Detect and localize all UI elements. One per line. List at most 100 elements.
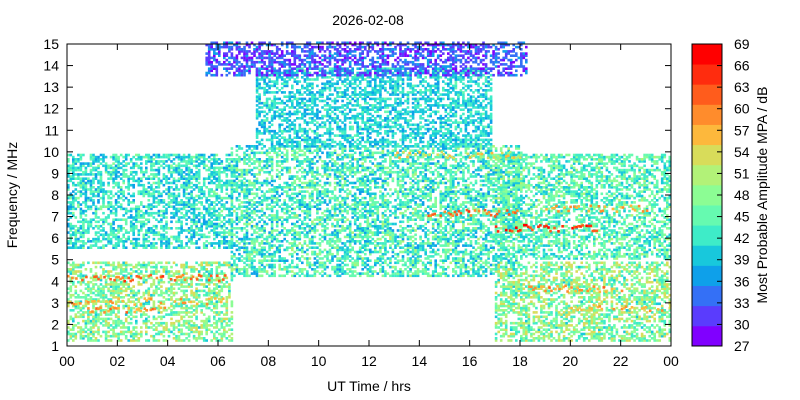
heatmap-cell <box>72 168 75 172</box>
heatmap-cell <box>260 246 264 249</box>
heatmap-cell <box>74 166 78 170</box>
heatmap-cell <box>379 190 382 193</box>
heatmap-cell <box>102 160 105 163</box>
heatmap-cell <box>343 252 347 256</box>
heatmap-cell <box>142 170 146 174</box>
heatmap-cell <box>145 233 148 237</box>
heatmap-cell <box>145 263 148 267</box>
heatmap-cell <box>361 237 364 241</box>
heatmap-cell <box>293 274 297 278</box>
heatmap-cell <box>270 235 274 239</box>
heatmap-cell <box>338 188 342 191</box>
heatmap-cell <box>77 237 80 241</box>
heatmap-cell <box>308 257 312 260</box>
heatmap-cell <box>152 231 156 234</box>
heatmap-cell <box>308 168 312 172</box>
heatmap-cell <box>321 190 324 193</box>
heatmap-cell <box>122 199 125 202</box>
heatmap-cell <box>87 222 90 226</box>
heatmap-cell <box>245 173 249 176</box>
heatmap-cell <box>160 194 163 198</box>
heatmap-cell <box>185 211 188 215</box>
heatmap-cell <box>87 237 90 241</box>
heatmap-cell <box>92 166 95 170</box>
heatmap-cell <box>197 246 201 249</box>
heatmap-cell <box>150 321 153 325</box>
heatmap-cell <box>117 162 120 165</box>
heatmap-cell <box>155 287 158 290</box>
heatmap-cell <box>99 218 103 221</box>
heatmap-cell <box>107 233 110 237</box>
heatmap-cell <box>202 166 206 170</box>
heatmap-cell <box>326 194 329 198</box>
heatmap-cell <box>119 188 123 191</box>
heatmap-cell <box>255 240 259 243</box>
heatmap-cell <box>87 246 90 249</box>
heatmap-cell <box>218 293 221 297</box>
heatmap-cell <box>137 289 141 293</box>
heatmap-cell <box>165 246 168 249</box>
heatmap-cell <box>258 188 261 191</box>
heatmap-cell <box>228 263 231 267</box>
heatmap-cell <box>353 233 357 237</box>
heatmap-cell <box>311 175 314 178</box>
heatmap-cell <box>328 196 332 200</box>
heatmap-cell <box>321 160 324 163</box>
heatmap-cell <box>275 211 279 215</box>
heatmap-cell <box>94 278 98 282</box>
heatmap-cell <box>140 214 143 217</box>
heatmap-cell <box>273 145 276 148</box>
heatmap-cell <box>311 194 314 198</box>
heatmap-cell <box>124 155 128 159</box>
heatmap-cell <box>238 218 241 221</box>
heatmap-cell <box>313 229 317 232</box>
heatmap-cell <box>160 192 163 196</box>
heatmap-cell <box>200 324 203 327</box>
heatmap-cell <box>374 240 377 243</box>
heatmap-cell <box>205 319 208 323</box>
heatmap-cell <box>135 291 138 295</box>
heatmap-cell <box>202 242 206 245</box>
heatmap-cell <box>361 179 364 183</box>
heatmap-cell <box>374 259 377 262</box>
heatmap-cell <box>87 227 90 230</box>
heatmap-cell <box>172 237 176 241</box>
heatmap-cell <box>255 188 259 191</box>
heatmap-cell <box>185 337 188 340</box>
heatmap-cell <box>323 170 327 174</box>
heatmap-cell <box>369 265 372 269</box>
heatmap-cell <box>119 339 123 342</box>
heatmap-cell <box>72 190 75 193</box>
heatmap-cell <box>119 166 123 170</box>
heatmap-cell <box>233 168 236 172</box>
heatmap-cell <box>99 287 103 290</box>
heatmap-cell <box>323 233 327 237</box>
heatmap-cell <box>135 214 138 217</box>
heatmap-cell <box>82 263 85 267</box>
heatmap-cell <box>348 237 352 241</box>
heatmap-cell <box>79 283 83 286</box>
heatmap-cell <box>285 205 289 208</box>
heatmap-cell <box>230 255 234 258</box>
heatmap-cell <box>348 166 352 170</box>
heatmap-cell <box>225 261 229 265</box>
heatmap-cell <box>384 222 387 226</box>
heatmap-cell <box>145 153 148 157</box>
heatmap-cell <box>371 250 375 254</box>
heatmap-cell <box>74 304 78 308</box>
heatmap-cell <box>303 268 307 271</box>
heatmap-cell <box>182 214 186 217</box>
heatmap-cell <box>84 203 88 206</box>
heatmap-cell <box>316 265 319 269</box>
heatmap-cell <box>215 293 219 297</box>
heatmap-cell <box>84 319 88 323</box>
heatmap-cell <box>102 244 105 247</box>
heatmap-cell <box>253 211 256 215</box>
heatmap-cell <box>285 259 289 262</box>
heatmap-cell <box>69 240 73 243</box>
heatmap-cell <box>369 153 372 157</box>
heatmap-cell <box>338 179 342 183</box>
heatmap-cell <box>195 261 198 265</box>
heatmap-cell <box>162 291 166 295</box>
heatmap-cell <box>270 231 274 234</box>
